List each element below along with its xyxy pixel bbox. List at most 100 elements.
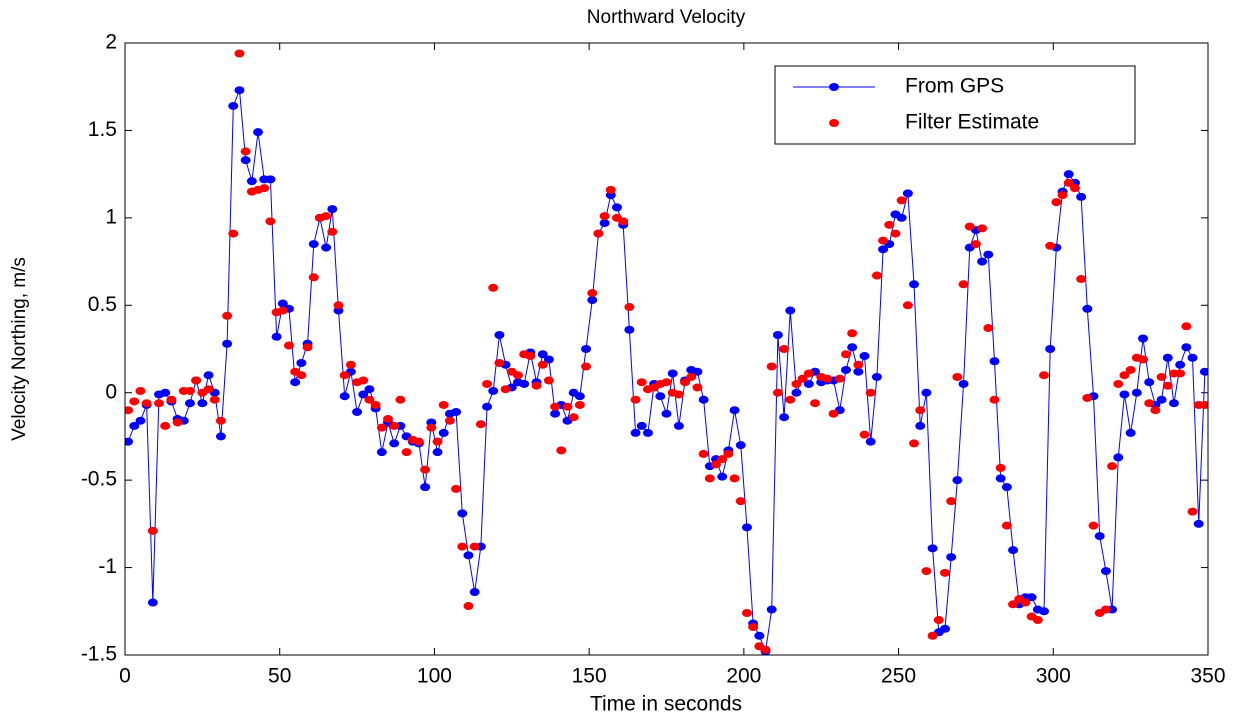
point	[593, 229, 604, 238]
point	[927, 631, 938, 640]
chart-title: Northward Velocity	[587, 7, 746, 28]
point	[983, 250, 994, 259]
point	[995, 463, 1006, 472]
point	[1094, 532, 1105, 541]
point	[605, 185, 616, 194]
point	[451, 407, 462, 416]
point	[537, 350, 548, 359]
point	[283, 341, 294, 350]
point	[1032, 616, 1043, 625]
point	[1199, 367, 1208, 376]
point	[125, 437, 134, 446]
point	[760, 645, 771, 654]
point	[494, 331, 505, 340]
point	[302, 343, 313, 352]
point	[581, 362, 592, 371]
point	[729, 474, 740, 483]
point	[1113, 453, 1124, 462]
y-tick-label: 1.5	[88, 118, 117, 141]
point	[1045, 345, 1056, 353]
point	[482, 379, 493, 388]
point	[1119, 390, 1130, 399]
point	[271, 332, 282, 341]
point	[364, 395, 375, 404]
point	[896, 196, 907, 205]
point	[964, 222, 975, 231]
point	[438, 400, 449, 409]
point	[1039, 371, 1050, 380]
point	[1063, 170, 1074, 179]
point	[692, 383, 703, 392]
point	[636, 378, 647, 387]
point	[438, 428, 449, 437]
point	[525, 351, 536, 360]
point	[321, 212, 332, 221]
point	[958, 280, 969, 289]
point	[1026, 593, 1037, 602]
point	[482, 402, 493, 411]
point	[630, 428, 641, 437]
point	[1069, 184, 1080, 193]
point	[253, 128, 264, 137]
point	[463, 602, 474, 611]
point	[735, 441, 746, 450]
point	[661, 409, 672, 418]
point	[803, 379, 814, 388]
point	[308, 273, 319, 282]
point	[432, 437, 443, 446]
point	[1150, 406, 1161, 415]
point	[327, 227, 338, 236]
point	[234, 49, 245, 58]
point	[327, 205, 338, 214]
x-tick-label: 0	[119, 665, 131, 688]
point	[667, 369, 678, 378]
point	[810, 399, 821, 408]
point	[1187, 353, 1198, 362]
point	[197, 399, 208, 408]
point	[154, 399, 165, 408]
point	[785, 306, 796, 315]
point	[902, 189, 913, 198]
point	[933, 616, 944, 625]
y-tick-label: 0.5	[88, 293, 117, 316]
point	[655, 392, 666, 401]
point	[550, 402, 561, 411]
point	[909, 280, 920, 289]
point	[673, 421, 684, 430]
point	[215, 416, 226, 425]
point	[401, 448, 412, 457]
point	[420, 465, 431, 474]
x-tick-label: 200	[726, 665, 761, 688]
point	[958, 379, 969, 388]
point	[1051, 198, 1062, 207]
point	[1107, 462, 1118, 471]
point	[413, 437, 424, 446]
point	[939, 568, 950, 577]
point	[475, 420, 486, 429]
point	[191, 376, 202, 385]
point	[500, 385, 511, 394]
point	[1063, 178, 1074, 187]
point	[234, 86, 245, 95]
point	[952, 372, 963, 381]
point	[853, 360, 864, 369]
point	[729, 406, 740, 415]
point	[822, 374, 833, 383]
point	[333, 301, 344, 310]
point	[1175, 369, 1186, 378]
x-tick-label: 300	[1036, 665, 1071, 688]
x-tick-label: 150	[572, 665, 607, 688]
point	[581, 345, 592, 353]
point	[512, 371, 523, 380]
point	[463, 551, 474, 560]
point	[661, 378, 672, 387]
y-tick-label: -0.5	[81, 468, 117, 491]
point	[389, 439, 400, 448]
point	[135, 416, 146, 425]
point	[853, 367, 864, 376]
point	[1131, 388, 1142, 397]
point	[129, 397, 140, 406]
point	[537, 360, 548, 369]
point	[977, 257, 988, 266]
point	[1181, 322, 1192, 331]
